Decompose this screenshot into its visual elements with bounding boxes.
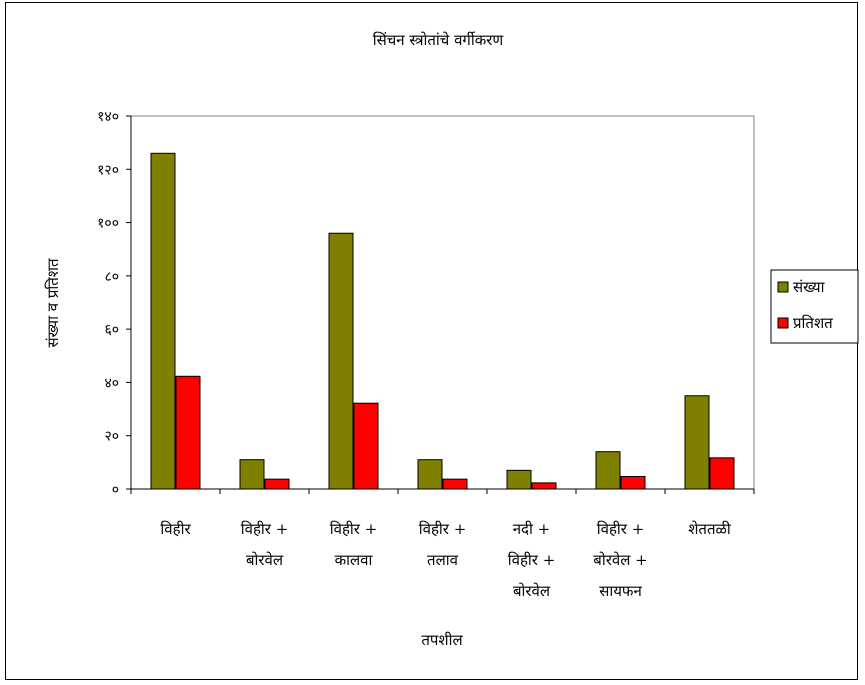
plot-area	[130, 115, 755, 490]
x-tick-label-5-0: विहीर +	[597, 520, 645, 538]
bar-sankhya-0	[150, 152, 176, 490]
y-tick-label-4: ८०	[104, 269, 119, 285]
x-tick-label-4-2: बोरवेल	[513, 582, 551, 600]
legend-label-sankhya: संख्या	[793, 278, 826, 296]
x-axis-label: तपशील	[421, 631, 463, 649]
bar-pratishat-2	[353, 402, 379, 490]
chart-title: सिंचन स्त्रोतांचे वर्गीकरण	[373, 31, 505, 49]
bar-pratishat-5	[620, 475, 646, 490]
x-tick-label-1-0: विहीर +	[241, 520, 289, 538]
bar-sankhya-4	[506, 469, 532, 490]
bar-sankhya-2	[328, 232, 354, 490]
bar-pratishat-1	[264, 478, 290, 490]
y-axis-label: संख्या व प्रतिशत	[44, 258, 62, 348]
bar-pratishat-0	[175, 375, 201, 490]
y-tick-label-3: ६०	[104, 322, 119, 338]
bar-sankhya-5	[595, 451, 621, 490]
y-tick-label-5: १००	[97, 216, 119, 232]
tick-labels-layer: ० २० ४० ६० ८० १०० १२० १४० विहीर विहीर + बोरवेल विही…	[97, 109, 732, 600]
x-tick-label-5-1: बोरवेल +	[593, 551, 647, 569]
x-tick-label-2-0: विहीर +	[330, 520, 378, 538]
x-tick-label-3-1: तलाव	[427, 551, 459, 569]
legend-swatch-pratishat	[777, 317, 789, 329]
bar-pratishat-6	[709, 457, 735, 490]
bar-pratishat-3	[442, 478, 468, 490]
bar-chart: सिंचन स्त्रोतांचे वर्गीकरण ० २० ४० ६० ८० १०० १…	[44, 31, 859, 649]
y-tick-label-2: ४०	[104, 375, 119, 391]
bar-sankhya-1	[239, 459, 265, 490]
x-tick-label-6-0: शेततळी	[688, 520, 732, 538]
legend-label-pratishat: प्रतिशत	[793, 314, 833, 332]
x-tick-label-3-0: विहीर +	[419, 520, 467, 538]
bar-sankhya-3	[417, 459, 443, 490]
x-tick-label-5-2: सायफन	[599, 582, 642, 600]
x-tick-label-1-1: बोरवेल	[246, 551, 284, 569]
y-tick-label-7: १४०	[97, 109, 119, 125]
bars-layer	[150, 152, 735, 490]
y-tick-label-6: १२०	[97, 162, 119, 178]
y-tick-label-0: ०	[112, 482, 119, 498]
x-tick-label-0-0: विहीर	[160, 520, 191, 538]
chart-frame: सिंचन स्त्रोतांचे वर्गीकरण ० २० ४० ६० ८० १०० १…	[5, 2, 859, 680]
x-tick-label-2-1: कालवा	[335, 551, 374, 569]
x-tick-label-4-1: विहीर +	[508, 551, 556, 569]
legend: संख्या प्रतिशत	[770, 269, 859, 344]
axes-layer	[126, 115, 755, 494]
y-tick-label-1: २०	[104, 429, 119, 445]
x-tick-label-4-0: नदी +	[513, 520, 551, 538]
bar-pratishat-4	[531, 482, 557, 490]
legend-swatch-sankhya	[777, 281, 789, 293]
bar-sankhya-6	[684, 395, 710, 490]
